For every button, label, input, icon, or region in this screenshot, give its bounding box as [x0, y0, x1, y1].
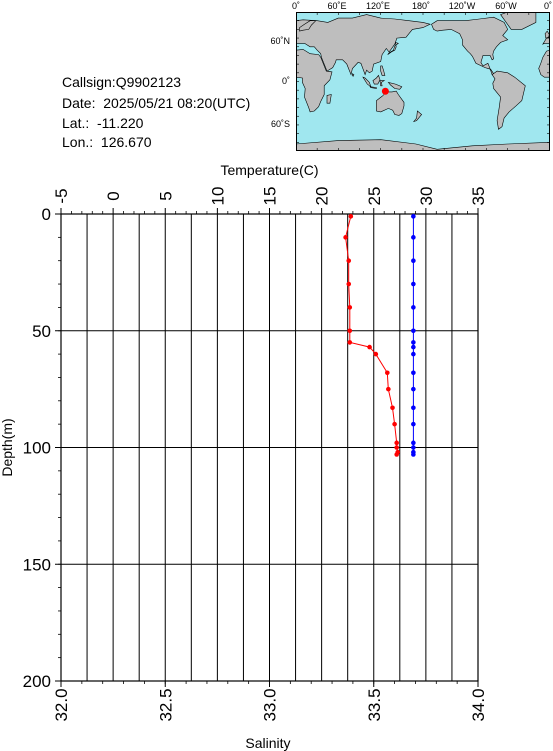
- salinity-point: [411, 440, 416, 446]
- sulawesi-land: [379, 80, 386, 87]
- temperature-tick-label: 0: [104, 191, 123, 200]
- greenland-land: [500, 12, 537, 30]
- depth-tick-label: 200: [23, 672, 51, 691]
- world-map: [296, 12, 550, 151]
- africa-land: [296, 49, 333, 113]
- temperature-tick-label: 10: [208, 187, 227, 206]
- temperature-point: [343, 235, 348, 240]
- temperature-tick-label: -5: [52, 188, 71, 203]
- map-lat-label: 0˚: [282, 76, 290, 86]
- date-text: Date: 2025/05/21 08:20(UTC): [62, 95, 251, 111]
- station-marker: [381, 87, 389, 95]
- sumatra-land: [362, 76, 372, 88]
- salinity-point: [411, 281, 416, 287]
- salinity-axis-label: Salinity: [245, 735, 290, 751]
- depth-tick-label: 50: [32, 322, 51, 341]
- new-guinea-land: [387, 81, 403, 90]
- temperature-point: [373, 351, 379, 357]
- temperature-point: [347, 328, 353, 334]
- salinity-point: [411, 214, 416, 219]
- map-lon-label: 120˚E: [366, 1, 390, 11]
- callsign-text: Callsign:Q9902123: [62, 74, 182, 90]
- temperature-point: [394, 445, 399, 450]
- longitude-text: Lon.: 126.670: [62, 134, 152, 150]
- borneo-land: [372, 74, 381, 85]
- north-america-land: [431, 16, 509, 76]
- salinity-point: [411, 452, 416, 457]
- salinity-tick-label: 33.5: [365, 688, 384, 721]
- britain-land: [544, 30, 550, 39]
- map-lon-label: 0˚: [544, 1, 552, 11]
- temperature-point: [392, 421, 397, 427]
- africa-west-land: [538, 49, 550, 78]
- salinity-point: [411, 445, 416, 450]
- depth-tick-label: 100: [23, 439, 51, 458]
- temperature-point: [386, 386, 391, 392]
- salinity-point: [411, 421, 416, 427]
- depth-axis-label: Depth(m): [0, 418, 15, 476]
- salinity-point: [411, 328, 416, 334]
- temperature-point: [385, 370, 390, 376]
- temperature-point: [367, 344, 372, 350]
- salinity-tick-label: 34.0: [469, 688, 488, 721]
- salinity-tick-label: 33.0: [261, 688, 280, 721]
- temperature-tick-label: 15: [261, 187, 280, 206]
- temperature-tick-label: 20: [313, 187, 332, 206]
- temperature-tick-label: 35: [469, 187, 488, 206]
- world-map-labels: 0˚ 60˚E 120˚E 180˚ 120˚W 60˚W 0˚ 60˚N 0˚ 60˚S: [270, 1, 552, 129]
- map-lat-label: 60˚N: [270, 36, 290, 46]
- temperature-point: [394, 440, 399, 446]
- latitude-text: Lat.: -11.220: [62, 115, 144, 131]
- temperature-point: [346, 258, 352, 264]
- salinity-point: [411, 344, 416, 350]
- salinity-point: [411, 405, 416, 411]
- salinity-tick-label: 32.0: [52, 688, 71, 721]
- temperature-point: [390, 405, 395, 411]
- salinity-point: [411, 305, 416, 310]
- depth-tick-label: 0: [42, 205, 51, 224]
- temperature-tick-label: 5: [156, 191, 175, 200]
- map-lon-label: 60˚E: [327, 1, 346, 11]
- sri-lanka-land: [352, 73, 355, 77]
- salinity-point: [411, 235, 416, 240]
- temperature-tick-label: 25: [365, 187, 384, 206]
- map-lon-label: 60˚W: [495, 1, 517, 11]
- philippines-land: [380, 65, 386, 76]
- temperature-point: [346, 281, 352, 287]
- map-lat-label: 60˚S: [271, 119, 290, 129]
- scandinavia-land: [299, 20, 317, 32]
- depth-tick-label: 150: [23, 555, 51, 574]
- temperature-tick-label: 30: [417, 187, 436, 206]
- salinity-point: [411, 351, 416, 357]
- temperature-point: [347, 305, 353, 310]
- new-zealand-land: [412, 110, 423, 123]
- salinity-point: [411, 340, 416, 345]
- japan-land: [387, 41, 399, 55]
- map-lon-label: 0˚: [292, 1, 300, 11]
- eurasia-land: [296, 14, 431, 76]
- temperature-point: [348, 214, 354, 219]
- map-lon-label: 180˚: [412, 1, 430, 11]
- temperature-profile-line: [345, 216, 399, 455]
- south-america-land: [491, 70, 526, 130]
- salinity-point: [411, 258, 416, 264]
- temperature-point: [347, 340, 353, 345]
- java-land: [369, 86, 377, 89]
- temperature-point: [394, 452, 399, 457]
- salinity-point: [411, 386, 416, 392]
- salinity-tick-label: 32.5: [156, 688, 175, 721]
- map-lon-label: 120˚W: [449, 1, 476, 11]
- temperature-axis-label: Temperature(C): [220, 162, 318, 178]
- salinity-point: [411, 370, 416, 376]
- madagascar-land: [326, 94, 332, 104]
